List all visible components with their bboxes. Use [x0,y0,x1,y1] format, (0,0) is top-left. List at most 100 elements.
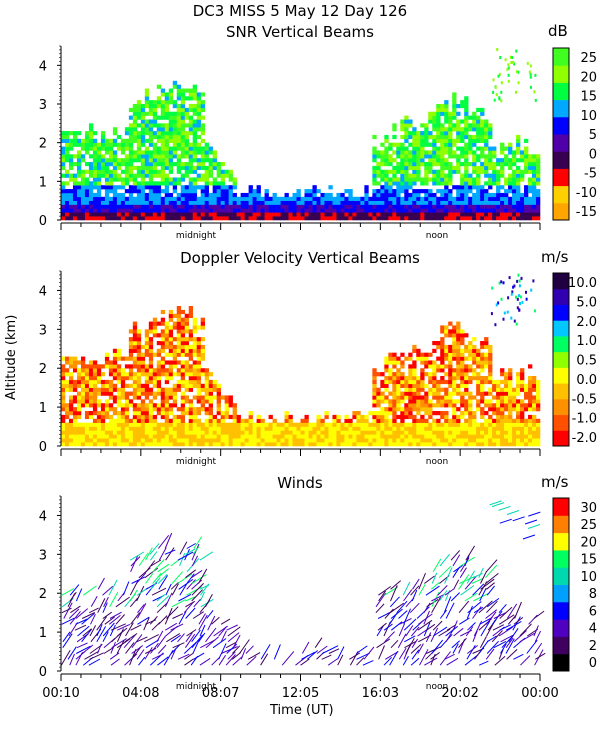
y-tick-label: 1 [39,401,47,416]
colorbar-label: 20 [580,535,597,550]
colorbar-swatch [553,116,569,135]
colorbar-swatch [553,335,569,353]
colorbar-label: 15 [580,553,597,568]
colorbar-swatch [553,320,569,337]
colorbar-label: 10 [580,109,597,124]
colorbar-swatch [553,619,569,637]
colorbar-swatch [553,168,569,187]
y-tick-label: 3 [39,548,47,563]
colorbar-frame [552,272,570,447]
colorbar-label: 4 [589,622,597,637]
colorbar-swatch [553,134,569,152]
colorbar-swatch [553,430,569,447]
y-tick-label: 1 [39,175,47,190]
colorbar-swatch [553,367,569,384]
noon-label: noon [426,682,448,692]
colorbar-swatch [553,202,569,221]
midnight-label: midnight [176,231,217,241]
doppler-heatmap [61,273,541,447]
colorbar-label: -15 [576,205,597,220]
colorbar-label: 15 [580,90,597,105]
colorbar-swatch [553,185,569,204]
colorbar-label: 2 [589,639,597,654]
snr-heatmap [61,48,541,221]
colorbar-label: 5 [589,128,597,143]
colorbar-swatch [553,601,569,620]
colorbar-label: 8 [589,587,597,602]
colorbar-frame [552,497,570,672]
colorbar-label: 20 [580,70,597,85]
colorbar-swatch [553,549,569,568]
colorbar-swatch [553,273,569,290]
colorbar-label: -10 [576,186,597,201]
colorbar-label: 2.0 [576,315,597,330]
y-tick-label: 4 [39,284,47,299]
colorbar-swatch [553,383,569,400]
colorbar-swatch [553,288,569,305]
colorbar-label: -5 [584,167,597,182]
snr-title: SNR Vertical Beams [226,23,374,41]
x-axis-label: Time (UT) [270,703,334,718]
time-tick-label: 08:07 [202,686,239,701]
noon-label: noon [426,231,448,241]
colorbar-swatch [553,498,569,516]
time-tick-label: 00:10 [42,686,79,701]
time-tick-label: 16:03 [362,686,399,701]
colorbar-swatch [553,532,569,551]
colorbar-label: 25 [580,51,597,66]
colorbar-frame [552,47,570,221]
colorbar-swatch [553,99,569,118]
colorbar-swatch [553,636,569,655]
colorbar-label: 0.0 [576,373,597,388]
colorbar-label: 10.0 [568,276,597,291]
colorbar-label: 30 [580,501,597,516]
snr-unit: dB [548,22,568,40]
colorbar-swatch [553,567,569,585]
y-tick-label: 2 [39,137,47,152]
midnight-label: midnight [176,457,217,467]
colorbar-label: 0 [589,147,597,162]
y-tick-label: 2 [39,362,47,377]
colorbar-swatch [553,584,569,603]
colorbar-label: -2.0 [572,431,597,446]
colorbar-label: 10 [580,570,597,585]
colorbar-swatch [553,515,569,534]
colorbar-label: 0.5 [576,354,597,369]
colorbar-swatch [553,414,569,431]
colorbar-label: 6 [589,604,597,619]
time-tick-label: 04:08 [122,686,159,701]
time-tick-label: 20:02 [441,686,478,701]
colorbar-swatch [553,398,569,416]
y-tick-label: 1 [39,626,47,641]
y-tick-label: 2 [39,587,47,602]
colorbar-swatch [553,82,569,101]
y-tick-label: 3 [39,323,47,338]
winds-title: Winds [277,474,323,492]
colorbar-swatch [553,351,569,368]
y-tick-label: 4 [39,59,47,74]
colorbar-label: -0.5 [572,392,597,407]
colorbar-swatch [553,304,569,321]
header-title: DC3 MISS 5 May 12 Day 126 [192,2,408,20]
colorbar-label: -1.0 [572,412,597,427]
wind-barbs [60,500,546,666]
time-tick-label: 00:00 [521,686,558,701]
colorbar-label: 5.0 [576,295,597,310]
colorbar-swatch [553,48,569,66]
colorbar-label: 0 [589,656,597,671]
y-tick-label: 4 [39,509,47,524]
y-tick-label: 0 [39,440,47,455]
midnight-label: midnight [176,682,217,692]
y-tick-label: 0 [39,665,47,680]
colorbar-label: 25 [580,518,597,533]
y-tick-label: 3 [39,98,47,113]
doppler-title: Doppler Velocity Vertical Beams [180,249,420,267]
colorbar-swatch [553,65,569,83]
noon-label: noon [426,457,448,467]
colorbar-swatch [553,653,569,672]
colorbar-label: 1.0 [576,334,597,349]
winds-unit: m/s [541,473,569,491]
time-tick-label: 12:05 [282,686,319,701]
y-tick-label: 0 [39,214,47,229]
